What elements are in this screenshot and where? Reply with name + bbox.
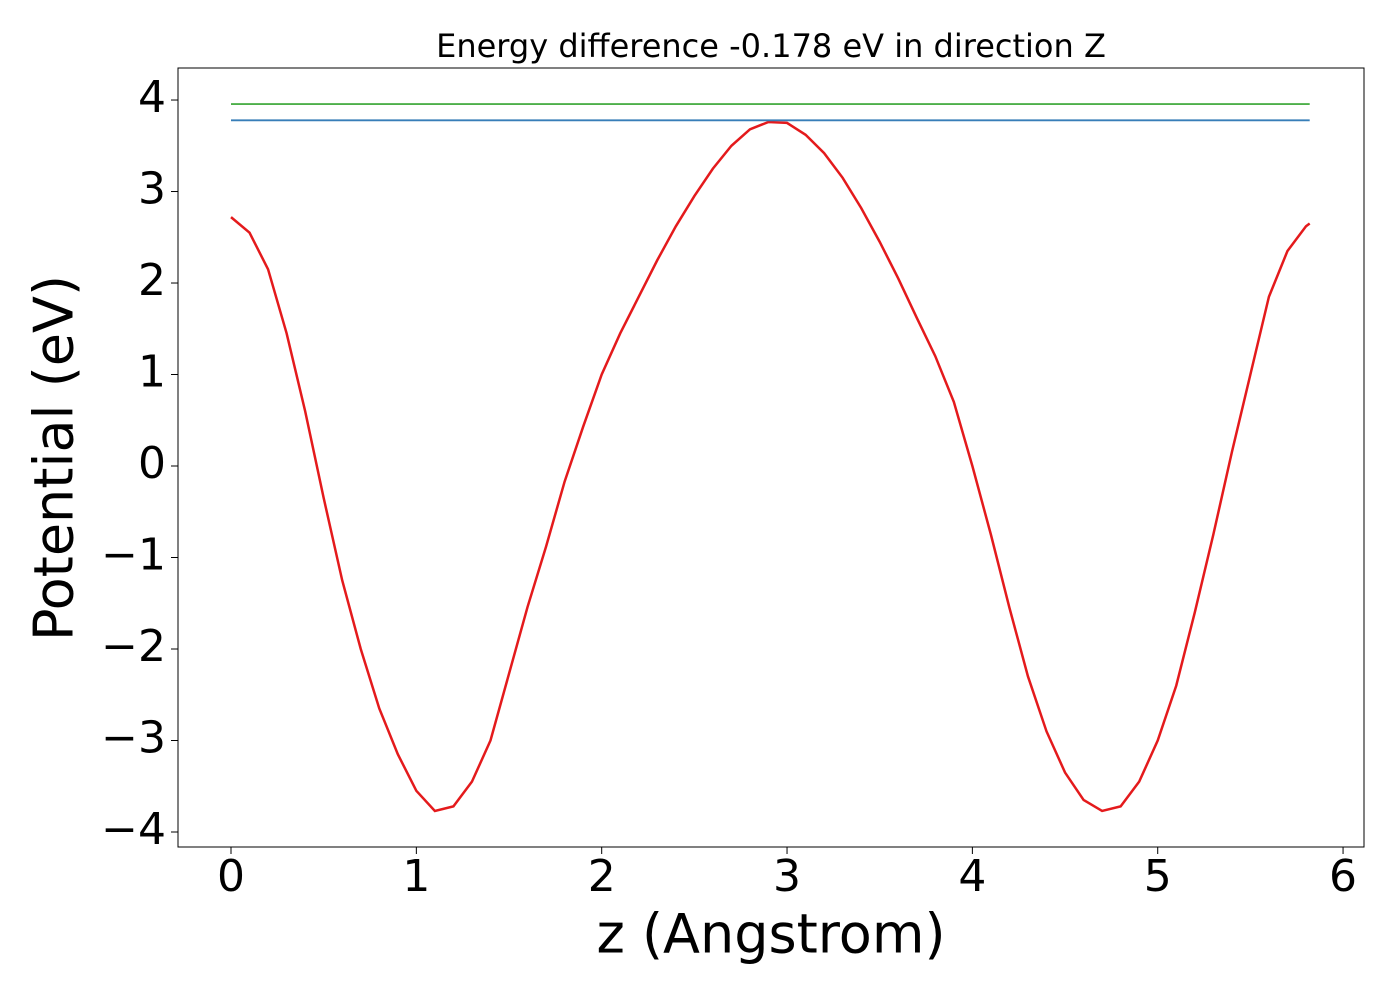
plot-frame xyxy=(177,67,1365,848)
x-tick-label: 1 xyxy=(402,851,430,902)
x-tick-label: 4 xyxy=(958,851,986,902)
data-line xyxy=(230,120,1311,813)
y-tick-label: −3 xyxy=(101,712,166,763)
x-tick-label: 5 xyxy=(1144,851,1172,902)
y-tick-label: 0 xyxy=(138,438,166,489)
y-tick-label: 3 xyxy=(138,164,166,215)
x-tick-label: 0 xyxy=(217,851,245,902)
chart-title: Energy difference -0.178 eV in direction… xyxy=(436,27,1106,65)
y-tick-label: 1 xyxy=(138,347,166,398)
y-tick-label: 4 xyxy=(138,72,166,123)
y-tick-label: −1 xyxy=(101,530,166,581)
y-tick-label: −2 xyxy=(101,621,166,672)
x-tick-label: 3 xyxy=(773,851,801,902)
y-axis-label: Potential (eV) xyxy=(23,275,86,641)
y-tick-label: −4 xyxy=(101,804,166,855)
x-tick-label: 2 xyxy=(588,851,616,902)
x-axis-label: z (Angstrom) xyxy=(596,903,945,966)
y-tick-label: 2 xyxy=(138,255,166,306)
x-tick-label: 6 xyxy=(1329,851,1357,902)
